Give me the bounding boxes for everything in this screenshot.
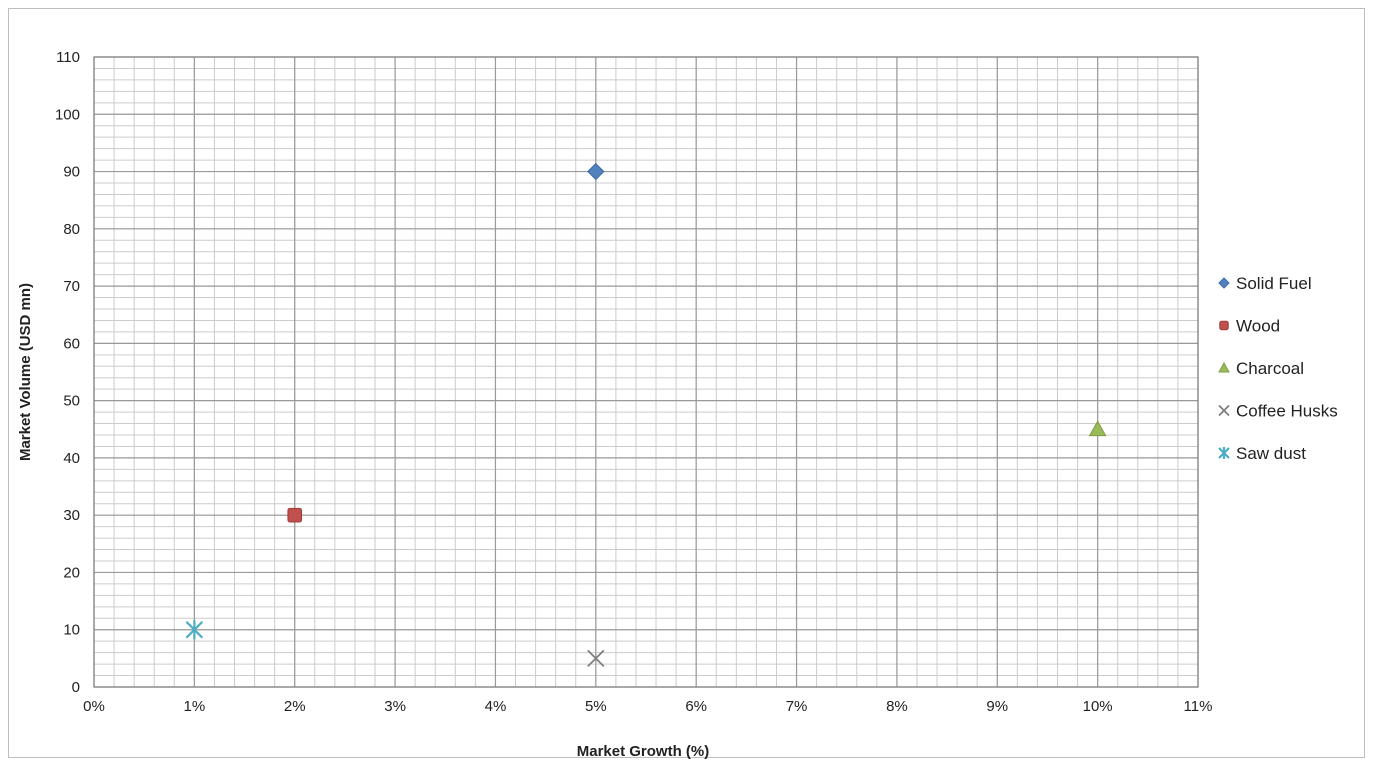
legend-label-saw-dust: Saw dust bbox=[1236, 444, 1306, 463]
x-tick-label: 9% bbox=[986, 698, 1008, 715]
legend-label-solid-fuel: Solid Fuel bbox=[1236, 274, 1312, 293]
major-gridlines bbox=[93, 56, 1199, 688]
point-coffee-husks bbox=[587, 649, 605, 668]
legend-marker-saw-dust bbox=[1218, 447, 1230, 459]
legend-marker-wood bbox=[1219, 320, 1229, 331]
legend-marker-charcoal bbox=[1218, 361, 1230, 373]
x-tick-label: 2% bbox=[284, 698, 306, 715]
x-tick-label: 3% bbox=[384, 698, 406, 715]
x-tick-label: 0% bbox=[83, 698, 105, 715]
y-tick-label: 50 bbox=[63, 393, 80, 410]
y-tick-label: 10 bbox=[63, 622, 80, 639]
y-axis-title: Market Volume (USD mn) bbox=[17, 283, 34, 461]
x-axis-ticks: 0% 1% 2% 3% 4% 5% 6% 7% 8% 9% 10% 11% bbox=[83, 698, 1212, 715]
legend-label-coffee-husks: Coffee Husks bbox=[1236, 402, 1338, 421]
point-solid-fuel bbox=[587, 162, 605, 181]
y-tick-label: 90 bbox=[63, 164, 80, 181]
x-tick-label: 4% bbox=[485, 698, 507, 715]
y-tick-label: 100 bbox=[55, 106, 80, 123]
point-saw-dust bbox=[185, 620, 204, 640]
x-tick-label: 1% bbox=[184, 698, 206, 715]
legend-label-charcoal: Charcoal bbox=[1236, 359, 1304, 378]
minor-gridlines bbox=[93, 56, 1199, 688]
x-tick-label: 10% bbox=[1083, 698, 1113, 715]
x-tick-label: 5% bbox=[585, 698, 607, 715]
x-tick-label: 6% bbox=[685, 698, 707, 715]
y-tick-label: 70 bbox=[63, 278, 80, 295]
y-tick-label: 80 bbox=[63, 221, 80, 238]
y-tick-label: 110 bbox=[56, 49, 80, 66]
y-tick-label: 60 bbox=[63, 335, 80, 352]
legend-marker-solid-fuel bbox=[1218, 277, 1230, 289]
point-wood bbox=[287, 507, 303, 523]
y-tick-label: 30 bbox=[63, 507, 80, 524]
y-tick-label: 40 bbox=[63, 450, 80, 467]
x-axis-title: Market Growth (%) bbox=[577, 743, 710, 760]
legend-label-wood: Wood bbox=[1236, 317, 1280, 336]
plot-area bbox=[93, 56, 1199, 688]
x-tick-label: 7% bbox=[786, 698, 808, 715]
y-tick-label: 0 bbox=[72, 679, 80, 696]
x-tick-label: 11% bbox=[1184, 698, 1213, 715]
y-tick-label: 20 bbox=[63, 564, 80, 581]
legend: Solid Fuel Wood Charcoal Coffee Husks Saw du… bbox=[1218, 274, 1338, 463]
legend-marker-coffee-husks bbox=[1218, 404, 1230, 417]
data-points bbox=[185, 162, 1107, 668]
y-axis-ticks: 0 10 20 30 40 50 60 70 80 90 100 110 bbox=[55, 49, 80, 696]
x-tick-label: 8% bbox=[886, 698, 908, 715]
point-charcoal bbox=[1088, 420, 1107, 437]
